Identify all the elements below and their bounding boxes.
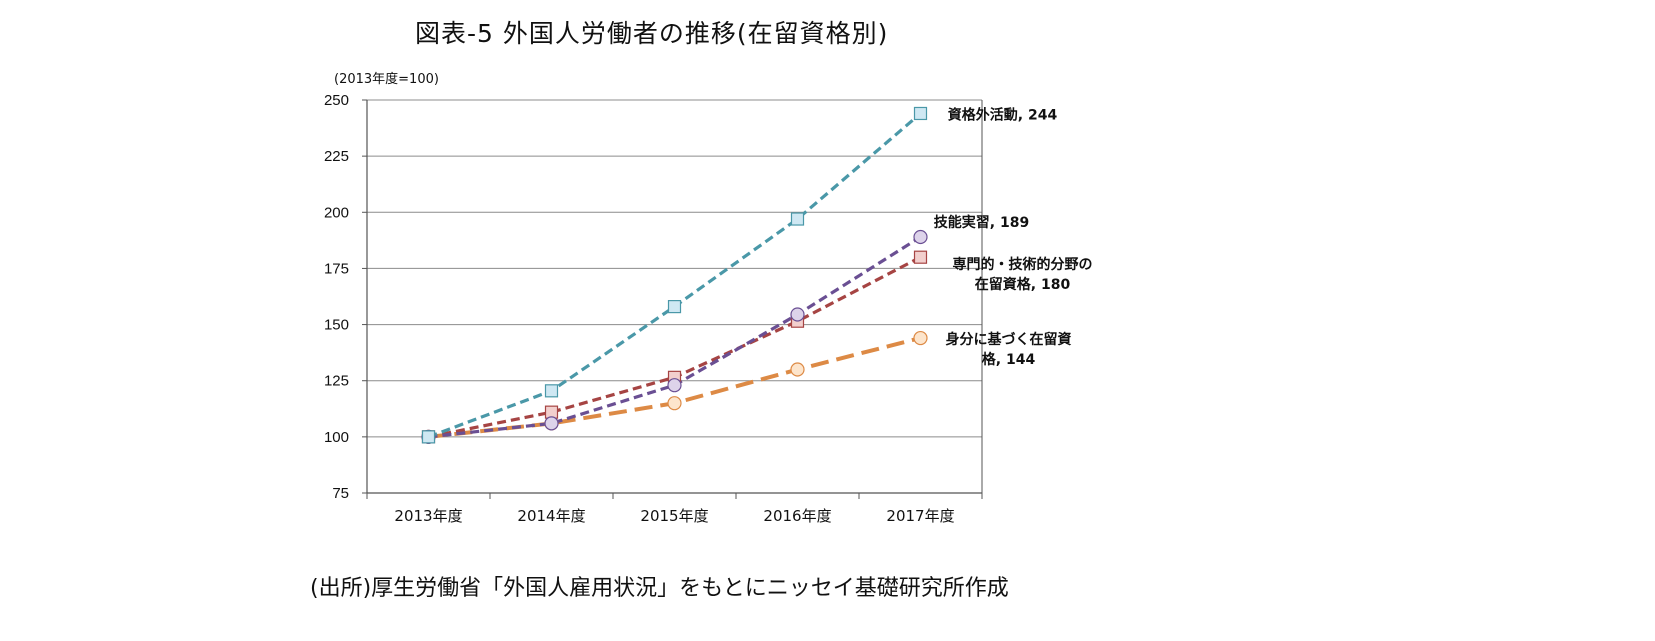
data-point [544,384,559,398]
data-label: 資格外活動, 244 [948,106,1058,123]
y-tick-label: 200 [324,204,349,221]
data-point [421,430,436,444]
y-tick-label: 125 [324,373,349,390]
data-point [667,396,682,411]
y-tick-label: 75 [332,485,349,502]
x-tick-label: 2013年度 [394,507,462,525]
x-tick-label: 2014年度 [517,507,585,525]
data-label: 専門的・技術的分野の在留資格, 180 [953,256,1093,293]
unit-note: (2013年度=100) [334,71,439,87]
data-point [667,378,682,393]
y-tick-label: 250 [324,92,349,109]
y-tick-label: 225 [324,148,349,165]
data-label: 身分に基づく在留資格, 144 [946,331,1072,368]
data-point [790,362,805,377]
x-tick-label: 2015年度 [640,507,708,525]
data-point [667,300,682,314]
x-tick-label: 2016年度 [763,507,831,525]
data-point [913,330,928,346]
data-point [790,212,805,226]
data-point [790,307,805,322]
x-tick-label: 2017年度 [886,507,954,525]
data-label: 技能実習, 189 [934,214,1029,231]
y-tick-label: 100 [324,429,349,446]
chart-title: 図表-5 外国人労働者の推移(在留資格別) [415,19,889,48]
data-point [913,250,928,264]
y-tick-label: 175 [324,260,349,277]
y-tick-label: 150 [324,317,349,334]
data-point [913,229,928,245]
data-point [913,106,928,121]
data-point [544,416,559,431]
source-note: (出所)厚生労働省「外国人雇用状況」をもとにニッセイ基礎研究所作成 [310,576,1009,601]
